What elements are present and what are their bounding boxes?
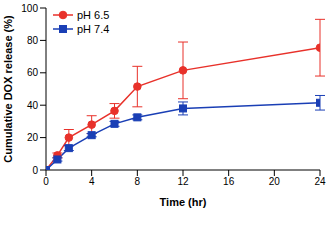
svg-text:20: 20 — [269, 176, 281, 187]
svg-text:20: 20 — [27, 132, 39, 143]
svg-text:Cumulative DOX release (%): Cumulative DOX release (%) — [8, 15, 14, 163]
svg-text:Time (hr): Time (hr) — [160, 196, 207, 208]
svg-text:80: 80 — [27, 35, 39, 46]
svg-text:60: 60 — [27, 67, 39, 78]
svg-text:100: 100 — [21, 3, 38, 14]
svg-text:0: 0 — [32, 165, 38, 176]
svg-text:0: 0 — [43, 176, 49, 187]
html-text:pH 6.5: pH 6.5 — [77, 9, 110, 21]
html-text:pH 7.4: pH 7.4 — [77, 23, 110, 35]
svg-text:24: 24 — [314, 176, 322, 187]
svg-text:8: 8 — [135, 176, 141, 187]
svg-text:16: 16 — [223, 176, 235, 187]
svg-text:12: 12 — [177, 176, 189, 187]
svg-text:40: 40 — [27, 100, 39, 111]
svg-text:4: 4 — [89, 176, 95, 187]
